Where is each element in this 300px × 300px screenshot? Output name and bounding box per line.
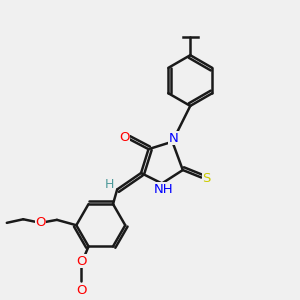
Text: NH: NH — [154, 183, 173, 196]
Text: O: O — [77, 255, 87, 268]
Text: S: S — [202, 172, 211, 184]
Text: N: N — [168, 132, 178, 145]
Text: H: H — [105, 178, 114, 190]
Text: O: O — [119, 131, 129, 144]
Text: O: O — [76, 284, 86, 297]
Text: O: O — [35, 216, 46, 229]
